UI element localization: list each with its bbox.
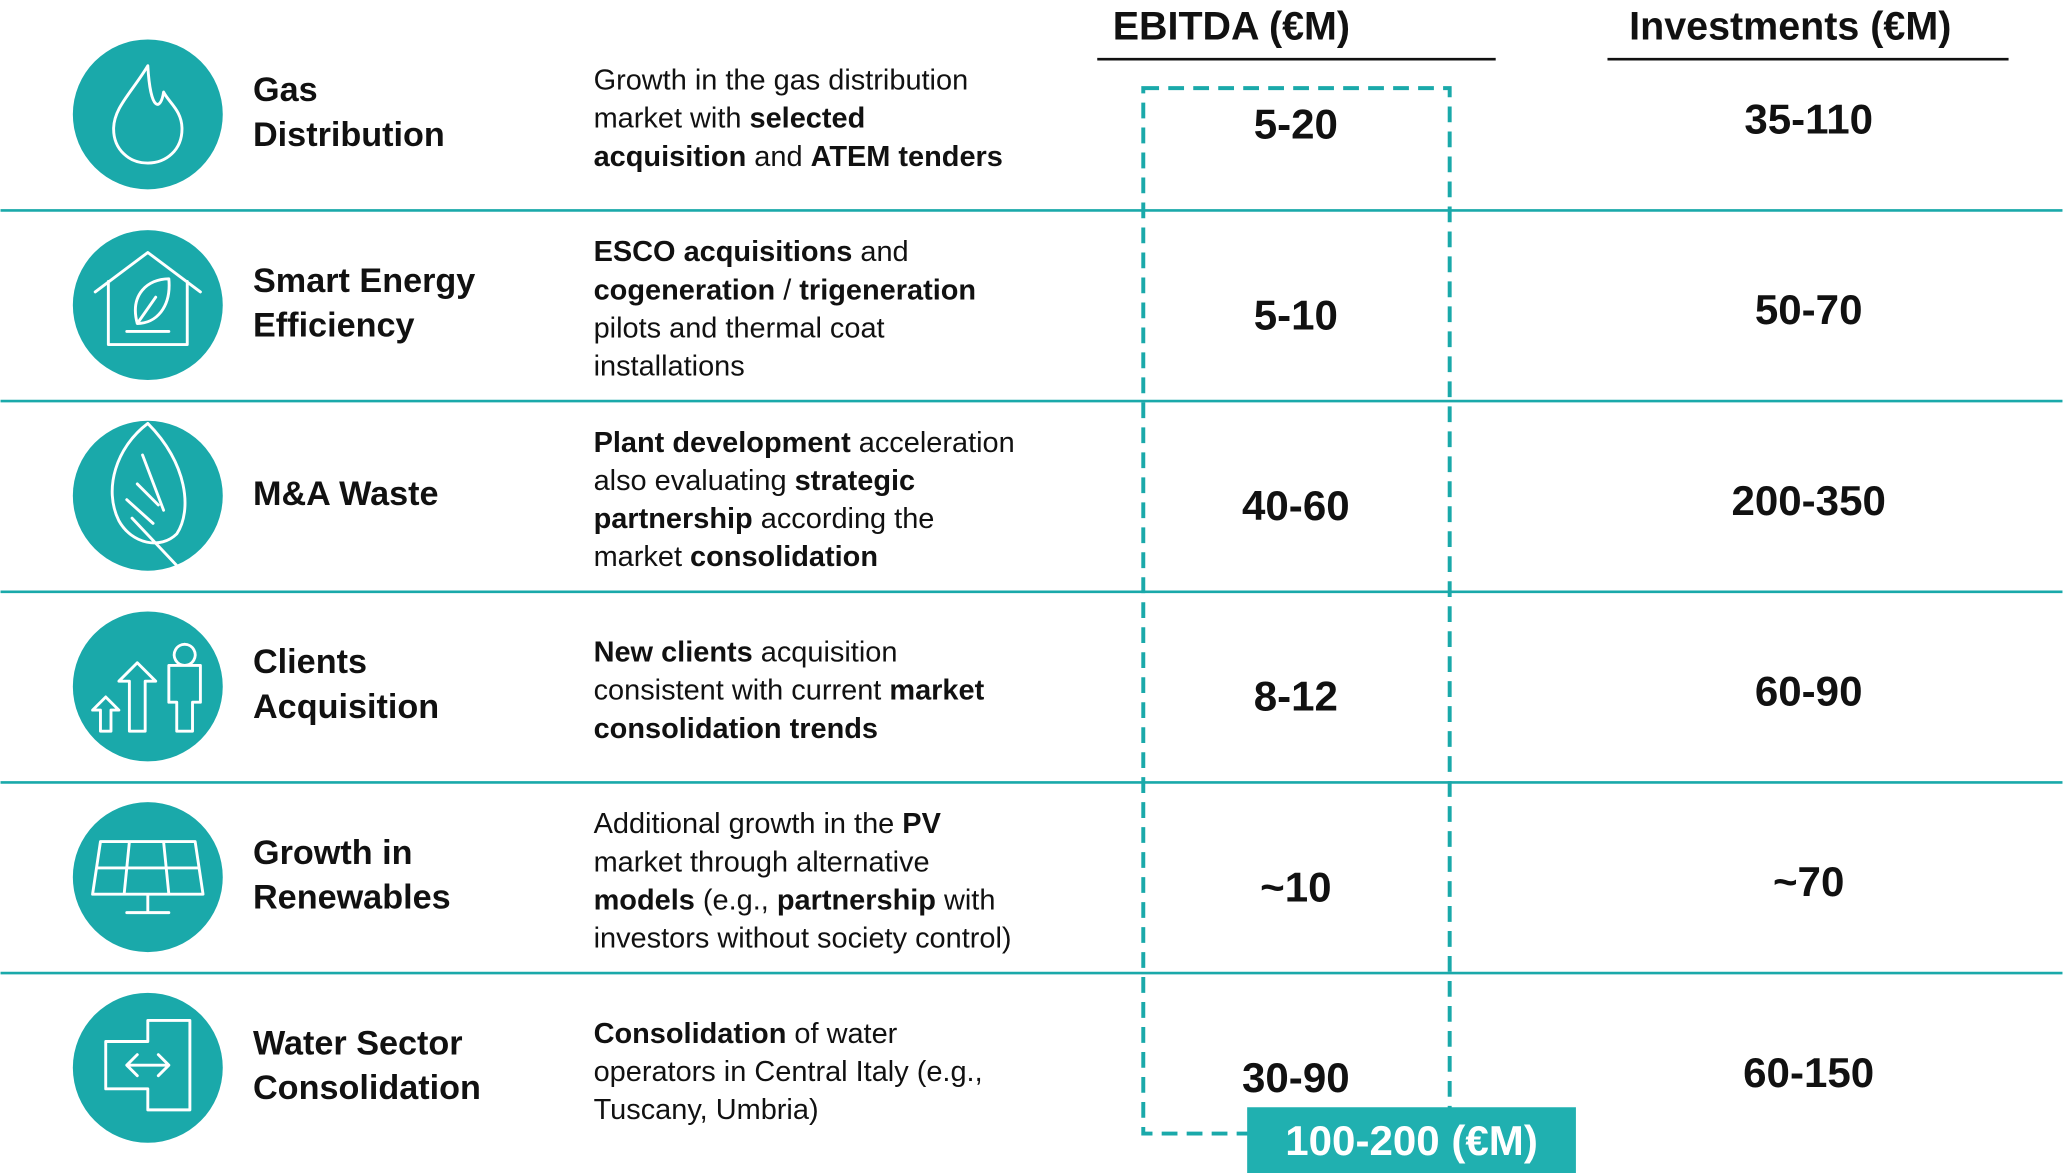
description-segment: with	[936, 884, 995, 916]
investments-value: 200-350	[1731, 477, 1885, 524]
row-name: Smart Energy	[253, 262, 475, 300]
row-icon-bg	[72, 230, 223, 381]
row-name: M&A Waste	[253, 475, 439, 513]
description-segment: of water	[786, 1018, 897, 1050]
description-segment: /	[775, 274, 799, 306]
description-segment: partnership	[777, 884, 936, 916]
ebitda-dashed-box	[1141, 86, 1452, 1136]
ebitda-value: 5-10	[1254, 291, 1338, 338]
investments-value: 60-150	[1743, 1049, 1874, 1096]
row-description: consolidation trends	[594, 712, 878, 744]
description-segment: Plant development	[594, 426, 852, 458]
row-description: also evaluating strategic	[594, 465, 916, 497]
description-segment: partnership	[594, 503, 753, 535]
description-segment: New clients	[594, 636, 753, 668]
row-name: Water Sector	[253, 1024, 463, 1062]
investments-value: 50-70	[1755, 286, 1863, 333]
description-segment: strategic	[795, 465, 916, 497]
row-description: cogeneration / trigeneration	[594, 274, 976, 306]
total-box	[1247, 1107, 1576, 1173]
description-segment: ATEM tenders	[811, 140, 1003, 172]
ebitda-value: ~10	[1260, 863, 1331, 910]
row-description: market consolidation	[594, 541, 878, 573]
row-name: Consolidation	[253, 1069, 481, 1107]
description-segment: also evaluating	[594, 465, 795, 497]
row-name: Renewables	[253, 879, 451, 917]
description-segment: Consolidation	[594, 1018, 787, 1050]
row-name: Growth in	[253, 834, 413, 872]
row-description: market with selected	[594, 102, 866, 134]
row-name: Gas	[253, 71, 318, 109]
description-segment: pilots and thermal coat	[594, 312, 885, 344]
investments-header: Investments (€M)	[1629, 4, 1951, 48]
row-description: pilots and thermal coat	[594, 312, 885, 344]
row-icon	[91, 840, 205, 915]
ebitda-value: 8-12	[1254, 673, 1338, 720]
row-description: consistent with current market	[594, 674, 985, 706]
description-segment: installations	[594, 350, 745, 382]
row-description: Tuscany, Umbria)	[594, 1094, 819, 1126]
row-icon-bg	[72, 39, 223, 190]
investments-value: ~70	[1773, 858, 1844, 905]
description-segment: consolidation	[690, 541, 878, 573]
description-segment: consolidation trends	[594, 712, 878, 744]
description-segment: models	[594, 884, 695, 916]
description-segment: (e.g.,	[695, 884, 777, 916]
description-segment: cogeneration	[594, 274, 776, 306]
description-segment: according the	[753, 503, 935, 535]
row-description: Additional growth in the PV	[594, 808, 942, 840]
ebitda-header: EBITDA (€M)	[1113, 4, 1350, 48]
description-segment: investors without society control)	[594, 922, 1012, 954]
row-icon-bg	[72, 802, 223, 953]
description-segment: acceleration	[851, 426, 1015, 458]
description-segment: selected	[750, 102, 866, 134]
description-segment: Additional growth in the	[594, 808, 903, 840]
row-description: ESCO acquisitions and	[594, 236, 909, 268]
row-icon	[112, 64, 184, 165]
row-icon-bg	[72, 992, 223, 1143]
row-description: Consolidation of water	[594, 1018, 898, 1050]
row-description: operators in Central Italy (e.g.,	[594, 1056, 983, 1088]
row-icon	[93, 251, 202, 346]
description-segment: operators in Central Italy (e.g.,	[594, 1056, 983, 1088]
row-description: models (e.g., partnership with	[594, 884, 996, 916]
row-description: market through alternative	[594, 846, 930, 878]
row-description: Plant development acceleration	[594, 426, 1015, 458]
description-segment: consistent with current	[594, 674, 890, 706]
description-segment: and	[746, 140, 810, 172]
row-icon	[110, 421, 187, 567]
row-description: New clients acquisition	[594, 636, 898, 668]
row-description: partnership according the	[594, 503, 935, 535]
row-name: Acquisition	[253, 688, 439, 726]
description-segment: market	[889, 674, 984, 706]
description-segment: acquisition	[753, 636, 898, 668]
ebitda-value: 40-60	[1242, 482, 1350, 529]
description-segment: Tuscany, Umbria)	[594, 1094, 819, 1126]
investments-value: 35-110	[1744, 95, 1873, 142]
total-label: 100-200 (€M)	[1285, 1117, 1538, 1164]
description-segment: trigeneration	[799, 274, 976, 306]
ebitda-value: 30-90	[1242, 1054, 1350, 1101]
description-segment: acquisition	[594, 140, 747, 172]
investments-value: 60-90	[1755, 667, 1863, 714]
row-name: Clients	[253, 643, 367, 681]
row-icon	[91, 642, 202, 733]
description-segment: ESCO acquisitions	[594, 236, 853, 268]
row-icon	[104, 1019, 192, 1112]
description-segment: Growth in the gas distribution	[594, 64, 969, 96]
description-segment: market	[594, 541, 690, 573]
description-segment: market through alternative	[594, 846, 930, 878]
row-description: acquisition and ATEM tenders	[594, 140, 1003, 172]
row-description: installations	[594, 350, 745, 382]
row-description: investors without society control)	[594, 922, 1012, 954]
description-segment: PV	[902, 808, 941, 840]
row-name: Distribution	[253, 116, 445, 154]
row-description: Growth in the gas distribution	[594, 64, 969, 96]
description-segment: and	[852, 236, 908, 268]
description-segment: market with	[594, 102, 750, 134]
row-name: Efficiency	[253, 306, 415, 344]
ebitda-value: 5-20	[1254, 101, 1338, 148]
